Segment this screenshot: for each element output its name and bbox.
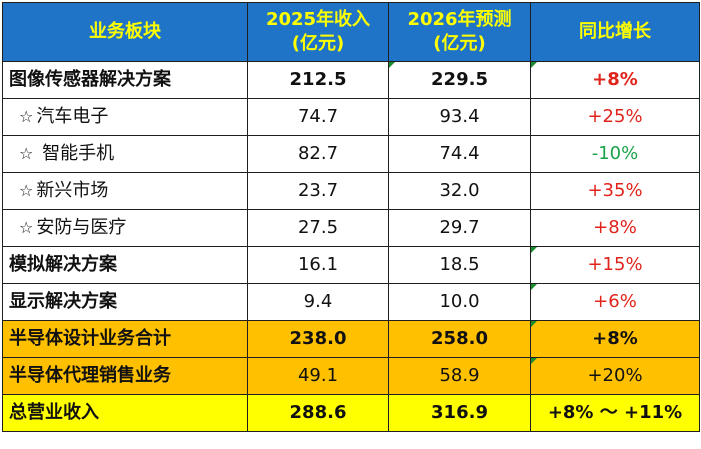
revenue-2025: 9.4 <box>247 283 389 321</box>
table-row: 图像传感器解决方案 212.5 229.5 +8% <box>2 61 700 99</box>
segment-name: ☆ 安防与医疗 <box>2 209 248 247</box>
segment-name: 半导体设计业务合计 <box>2 320 248 358</box>
table-row: 显示解决方案 9.4 10.0 +6% <box>2 283 700 321</box>
star-icon: ☆ <box>19 181 34 200</box>
revenue-2025: 212.5 <box>247 61 389 99</box>
header-2026-forecast: 2026年预测 (亿元) <box>388 2 531 62</box>
forecast-2026: 74.4 <box>388 135 531 173</box>
subtotal-row: 半导体设计业务合计 238.0 258.0 +8% <box>2 320 700 358</box>
revenue-table: 业务板块 2025年收入 (亿元) 2026年预测 (亿元) 同比增长 图像传感… <box>2 2 700 432</box>
star-icon: ☆ <box>19 218 34 237</box>
growth-value: -10% <box>530 135 700 173</box>
star-icon: ☆ <box>19 144 34 163</box>
header-2025-revenue-title: 2025年收入 <box>265 9 371 30</box>
growth-value: +35% <box>530 172 700 210</box>
forecast-2026: 29.7 <box>388 209 531 247</box>
header-yoy-growth: 同比增长 <box>530 2 700 62</box>
header-2026-forecast-title: 2026年预测 <box>407 9 512 30</box>
revenue-2025: 74.7 <box>247 98 389 136</box>
segment-name: 图像传感器解决方案 <box>2 61 248 99</box>
revenue-2025: 27.5 <box>247 209 389 247</box>
star-icon: ☆ <box>19 107 34 126</box>
forecast-2026: 32.0 <box>388 172 531 210</box>
growth-value: +20% <box>530 357 700 395</box>
revenue-2025: 49.1 <box>247 357 389 395</box>
segment-name: ☆ 汽车电子 <box>2 98 248 136</box>
forecast-2026: 258.0 <box>388 320 531 358</box>
growth-value: +8% <box>530 320 700 358</box>
header-2026-forecast-unit: (亿元) <box>433 33 486 54</box>
table-row: 模拟解决方案 16.1 18.5 +15% <box>2 246 700 284</box>
table-row: ☆ 智能手机 82.7 74.4 -10% <box>2 135 700 173</box>
forecast-2026: 229.5 <box>388 61 531 99</box>
revenue-2025: 288.6 <box>247 394 389 432</box>
revenue-2025: 238.0 <box>247 320 389 358</box>
revenue-2025: 82.7 <box>247 135 389 173</box>
table-row: ☆ 新兴市场 23.7 32.0 +35% <box>2 172 700 210</box>
forecast-2026: 10.0 <box>388 283 531 321</box>
forecast-2026: 316.9 <box>388 394 531 432</box>
forecast-2026: 58.9 <box>388 357 531 395</box>
growth-value: +6% <box>530 283 700 321</box>
header-business-segment: 业务板块 <box>2 2 248 62</box>
growth-value: +8% <box>530 61 700 99</box>
table-header-row: 业务板块 2025年收入 (亿元) 2026年预测 (亿元) 同比增长 <box>2 2 700 62</box>
table-row: 半导体代理销售业务 49.1 58.9 +20% <box>2 357 700 395</box>
segment-label: 新兴市场 <box>36 180 109 201</box>
segment-label: 安防与医疗 <box>36 217 127 238</box>
segment-name: ☆ 智能手机 <box>2 135 248 173</box>
forecast-2026: 93.4 <box>388 98 531 136</box>
segment-name: 显示解决方案 <box>2 283 248 321</box>
forecast-2026: 18.5 <box>388 246 531 284</box>
table-row: ☆ 汽车电子 74.7 93.4 +25% <box>2 98 700 136</box>
revenue-2025: 16.1 <box>247 246 389 284</box>
growth-value: +15% <box>530 246 700 284</box>
total-row: 总营业收入 288.6 316.9 +8% ～ +11% <box>2 394 700 432</box>
segment-label: 智能手机 <box>36 143 115 164</box>
segment-name: ☆ 新兴市场 <box>2 172 248 210</box>
segment-name: 总营业收入 <box>2 394 248 432</box>
growth-value: +25% <box>530 98 700 136</box>
growth-value: +8% ～ +11% <box>530 394 700 432</box>
table-row: ☆ 安防与医疗 27.5 29.7 +8% <box>2 209 700 247</box>
header-2025-revenue-unit: (亿元) <box>291 33 345 54</box>
growth-value: +8% <box>530 209 700 247</box>
revenue-2025: 23.7 <box>247 172 389 210</box>
header-2025-revenue: 2025年收入 (亿元) <box>247 2 389 62</box>
segment-name: 半导体代理销售业务 <box>2 357 248 395</box>
segment-name: 模拟解决方案 <box>2 246 248 284</box>
segment-label: 汽车电子 <box>36 106 109 127</box>
